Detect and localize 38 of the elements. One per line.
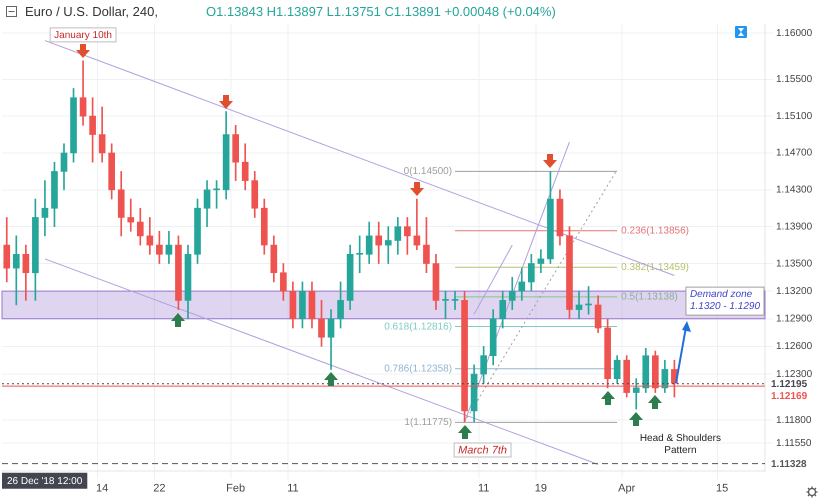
ref-line-label: 1.12195 — [771, 378, 808, 390]
series-label: 0.5(1.13138) — [621, 292, 678, 303]
x-tick-label: 19 — [534, 482, 547, 494]
series-label: 0.786(1.12358) — [384, 363, 452, 374]
annotation: March 7th — [458, 444, 508, 457]
annotation: January 10th — [54, 30, 112, 42]
x-tick-label: Apr — [618, 482, 636, 494]
y-tick-label: 1.16000 — [776, 28, 813, 39]
y-tick-label: 1.13900 — [776, 221, 813, 232]
chart-title: Euro / U.S. Dollar, 240, — [25, 4, 158, 19]
series-label: 0(1.14500) — [404, 166, 452, 178]
y-tick-label: 1.13500 — [776, 258, 813, 270]
y-tick-label: 1.13200 — [776, 286, 813, 297]
x-tick-label: 11 — [478, 482, 490, 494]
y-tick-label: 1.11550 — [776, 438, 812, 449]
annotation: Head & Shoulders Pattern — [640, 432, 721, 456]
y-tick-label: 1.14300 — [776, 184, 813, 196]
series-label: 0.236(1.13856) — [621, 225, 690, 236]
y-tick-label: 1.11800 — [776, 414, 812, 426]
y-tick-label: 1.15500 — [776, 74, 813, 86]
ref-line-label: 1.11328 — [771, 458, 808, 470]
y-tick-label: 1.12600 — [776, 341, 813, 352]
y-tick-label: 1.12900 — [776, 314, 813, 325]
ref-line-label: 1.12169 — [771, 390, 808, 402]
x-tick-label: 15 — [716, 482, 728, 494]
text: 26 Dec '18 12:00 — [7, 476, 83, 488]
series-label: 1(1.11775) — [404, 417, 452, 428]
x-tick-label: Feb — [226, 482, 246, 494]
series-label: 0.618(1.12816) — [384, 321, 452, 332]
y-tick-label: 1.14700 — [776, 148, 813, 159]
x-tick-label: 14 — [96, 482, 108, 494]
band-label: Demand zone 1.1320 - 1.1290 — [690, 288, 760, 312]
candlestick — [585, 286, 592, 315]
chart-subtitle: O1.13843 H1.13897 L1.13751 C1.13891 +0.00048 (+0.04%) — [206, 4, 556, 19]
y-tick-label: 1.15100 — [776, 110, 813, 122]
y-tick-label: 1.12300 — [776, 368, 813, 380]
x-tick-label: 11 — [287, 482, 299, 494]
x-tick-label: 22 — [153, 482, 166, 494]
